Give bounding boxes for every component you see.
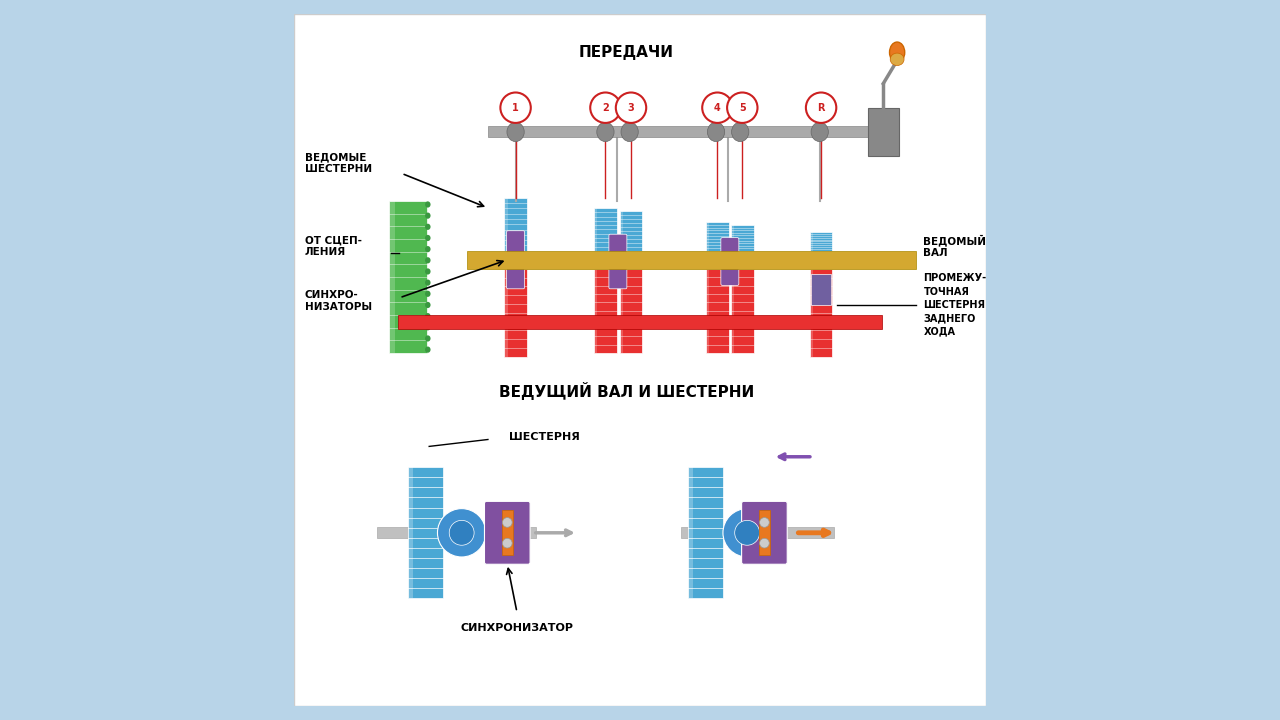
Ellipse shape <box>708 122 724 142</box>
FancyBboxPatch shape <box>485 501 530 564</box>
Ellipse shape <box>812 122 828 142</box>
FancyBboxPatch shape <box>507 230 525 289</box>
Bar <box>502 510 513 555</box>
Ellipse shape <box>425 235 430 241</box>
Bar <box>504 269 508 356</box>
Circle shape <box>727 92 758 123</box>
Bar <box>707 222 728 251</box>
Bar <box>707 269 728 353</box>
FancyBboxPatch shape <box>721 238 739 285</box>
Ellipse shape <box>890 53 904 66</box>
Text: 5: 5 <box>739 103 746 113</box>
Bar <box>620 212 643 251</box>
Bar <box>504 197 508 251</box>
Ellipse shape <box>596 122 614 142</box>
Bar <box>408 467 443 598</box>
Text: 2: 2 <box>602 103 609 113</box>
Text: R: R <box>818 103 824 113</box>
Ellipse shape <box>425 212 430 219</box>
Ellipse shape <box>425 279 430 286</box>
Circle shape <box>590 92 621 123</box>
Text: СИНХРО-
НИЗАТОРЫ: СИНХРО- НИЗАТОРЫ <box>305 290 372 312</box>
Circle shape <box>759 518 769 527</box>
Bar <box>620 269 643 353</box>
Circle shape <box>503 518 512 527</box>
Text: ВЕДОМЫЙ
ВАЛ: ВЕДОМЫЙ ВАЛ <box>923 234 987 258</box>
FancyBboxPatch shape <box>609 234 627 289</box>
Ellipse shape <box>425 336 430 341</box>
Text: 1: 1 <box>512 103 518 113</box>
Ellipse shape <box>890 42 905 63</box>
Text: ВЕДУЩИЙ ВАЛ И ШЕСТЕРНИ: ВЕДУЩИЙ ВАЛ И ШЕСТЕРНИ <box>498 382 754 400</box>
Bar <box>398 315 882 329</box>
Bar <box>620 269 623 353</box>
Bar <box>689 467 723 598</box>
Circle shape <box>703 92 732 123</box>
Text: ШЕСТЕРНЯ: ШЕСТЕРНЯ <box>508 433 580 442</box>
Bar <box>389 201 396 353</box>
Bar <box>594 269 598 353</box>
Text: 3: 3 <box>627 103 635 113</box>
Ellipse shape <box>425 246 430 252</box>
FancyBboxPatch shape <box>741 501 787 564</box>
Bar <box>504 197 527 251</box>
Circle shape <box>438 508 486 557</box>
Circle shape <box>449 521 474 545</box>
Bar <box>408 467 412 598</box>
Bar <box>810 269 832 356</box>
Circle shape <box>616 92 646 123</box>
Ellipse shape <box>425 224 430 230</box>
Ellipse shape <box>425 291 430 297</box>
Ellipse shape <box>425 346 430 353</box>
Text: ПЕРЕДАЧИ: ПЕРЕДАЧИ <box>579 45 673 60</box>
Bar <box>707 269 709 353</box>
Text: ПРОМЕЖУ-
ТОЧНАЯ
ШЕСТЕРНЯ
ЗАДНЕГО
ХОДА: ПРОМЕЖУ- ТОЧНАЯ ШЕСТЕРНЯ ЗАДНЕГО ХОДА <box>923 274 987 336</box>
Ellipse shape <box>507 122 525 142</box>
Bar <box>810 232 832 251</box>
Bar <box>488 127 868 138</box>
Text: ОТ СЦЕП-
ЛЕНИЯ: ОТ СЦЕП- ЛЕНИЯ <box>305 235 362 257</box>
Bar <box>467 251 916 269</box>
Bar <box>504 269 527 356</box>
Bar <box>810 269 813 356</box>
Bar <box>868 108 900 156</box>
Text: 4: 4 <box>714 103 721 113</box>
Circle shape <box>500 92 531 123</box>
Bar <box>689 467 692 598</box>
FancyBboxPatch shape <box>294 14 986 706</box>
Bar <box>731 269 735 353</box>
Circle shape <box>735 521 759 545</box>
Circle shape <box>759 539 769 548</box>
Ellipse shape <box>621 122 639 142</box>
Ellipse shape <box>425 202 430 207</box>
Bar <box>594 208 598 251</box>
Bar <box>759 510 771 555</box>
Text: СИНХРОНИЗАТОР: СИНХРОНИЗАТОР <box>461 624 573 633</box>
Bar <box>731 225 735 251</box>
Bar <box>594 269 617 353</box>
Bar <box>620 212 623 251</box>
Bar <box>681 527 833 539</box>
Circle shape <box>723 508 772 557</box>
Ellipse shape <box>425 324 430 330</box>
Bar <box>378 527 536 539</box>
Bar <box>594 208 617 251</box>
Ellipse shape <box>425 302 430 308</box>
Bar <box>810 232 813 251</box>
Circle shape <box>503 539 512 548</box>
Ellipse shape <box>425 269 430 274</box>
Ellipse shape <box>425 313 430 319</box>
Bar <box>731 225 754 251</box>
Bar <box>812 274 831 305</box>
Bar <box>389 201 428 353</box>
Circle shape <box>806 92 836 123</box>
Text: ВЕДОМЫЕ
ШЕСТЕРНИ: ВЕДОМЫЕ ШЕСТЕРНИ <box>305 152 372 174</box>
Ellipse shape <box>425 257 430 264</box>
Ellipse shape <box>732 122 749 142</box>
Bar <box>731 269 754 353</box>
Bar <box>707 222 709 251</box>
